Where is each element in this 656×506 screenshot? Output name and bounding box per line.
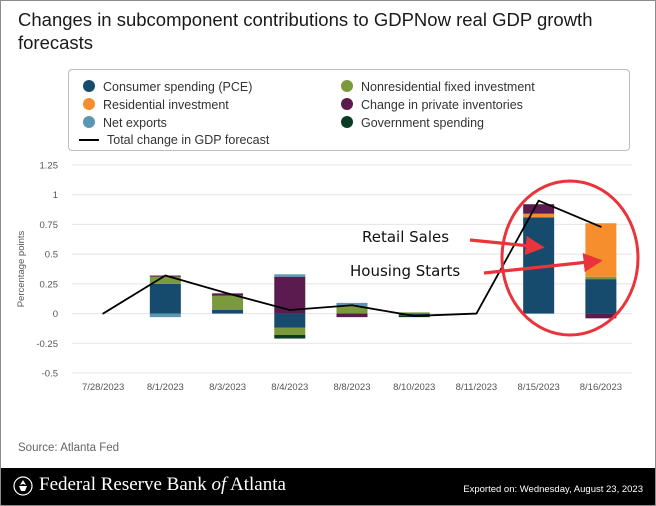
y-tick-label: 1.25 bbox=[40, 161, 59, 172]
legend-label: Net exports bbox=[103, 116, 167, 130]
x-tick-label: 8/4/2023 bbox=[271, 382, 308, 393]
brand-text-atlanta: Atlanta bbox=[226, 474, 286, 495]
legend-total-line-icon bbox=[79, 139, 99, 141]
bar-segment bbox=[523, 204, 555, 214]
x-tick-label: 8/10/2023 bbox=[393, 382, 435, 393]
line-point bbox=[226, 292, 229, 295]
chart-plot: -0.5 -0.25 0 0.25 0.5 0.75 1 1.25 Percentage poi… bbox=[16, 161, 640, 393]
bar-segment bbox=[585, 276, 617, 280]
x-tick-label: 8/8/2023 bbox=[334, 382, 371, 393]
annotation-retail-sales: Retail Sales bbox=[362, 228, 450, 246]
y-tick-label: -0.25 bbox=[36, 339, 58, 350]
source-note: Source: Atlanta Fed bbox=[18, 442, 120, 454]
chart-title: Changes in subcomponent contributions to… bbox=[18, 9, 593, 53]
x-tick-label: 8/15/2023 bbox=[518, 382, 560, 393]
highlight-circle bbox=[500, 179, 640, 337]
y-tick-label: -0.5 bbox=[42, 369, 58, 380]
legend-pce-icon bbox=[83, 80, 95, 92]
bar-segment bbox=[274, 327, 306, 335]
bar-segment bbox=[274, 313, 306, 328]
export-date: Exported on: Wednesday, August 23, 2023 bbox=[463, 484, 643, 495]
housing-starts-arrow bbox=[483, 252, 603, 275]
legend-nonresidential-icon bbox=[341, 80, 353, 92]
line-point bbox=[164, 274, 167, 277]
footer-brand: Federal Reserve Bank of Atlanta bbox=[39, 474, 286, 496]
legend-label: Residential investment bbox=[103, 98, 229, 112]
bar-segment bbox=[398, 312, 430, 314]
brand-text: Federal Reserve Bank bbox=[39, 474, 212, 495]
line-point bbox=[475, 312, 478, 315]
legend-label: Total change in GDP forecast bbox=[107, 133, 270, 147]
bar-segment bbox=[585, 223, 617, 277]
y-tick-label: 1 bbox=[53, 190, 58, 201]
line-point bbox=[537, 199, 540, 202]
y-tick-label: 0.5 bbox=[45, 250, 58, 261]
legend-label: Nonresidential fixed investment bbox=[361, 80, 535, 94]
line-point bbox=[351, 304, 353, 307]
retail-sales-arrow bbox=[469, 236, 545, 256]
line-point bbox=[600, 226, 602, 228]
bar-segment bbox=[274, 274, 306, 277]
y-tick-label: 0.25 bbox=[40, 279, 59, 290]
legend-label: Government spending bbox=[361, 116, 484, 130]
line-point bbox=[288, 309, 291, 311]
legend-label: Consumer spending (PCE) bbox=[103, 80, 253, 94]
legend-net-exports-icon bbox=[83, 116, 95, 128]
bar-segment bbox=[212, 310, 244, 314]
x-tick-label: 8/16/2023 bbox=[580, 382, 622, 393]
x-tick-label: 7/28/2023 bbox=[82, 382, 124, 393]
bar-segment bbox=[212, 295, 244, 311]
bar-segment bbox=[398, 313, 430, 316]
bar-segment bbox=[523, 213, 555, 218]
footer-bar: Federal Reserve Bank of Atlanta Exported… bbox=[1, 468, 655, 505]
bar-segment bbox=[585, 279, 617, 314]
bar-segment bbox=[212, 293, 244, 296]
line-point bbox=[102, 312, 104, 315]
annotation-housing-starts: Housing Starts bbox=[350, 262, 461, 280]
y-axis-title: Percentage points bbox=[16, 230, 27, 307]
bar-segment bbox=[274, 334, 306, 339]
y-tick-label: 0 bbox=[53, 309, 58, 320]
bar-segment bbox=[336, 306, 368, 314]
x-tick-label: 8/1/2023 bbox=[147, 382, 184, 393]
bar-segment bbox=[149, 313, 181, 318]
legend: Consumer spending (PCE) Nonresidential f… bbox=[68, 69, 630, 151]
x-tick-label: 8/3/2023 bbox=[209, 382, 246, 393]
bar-segment bbox=[149, 276, 181, 284]
brand-text-of: of bbox=[211, 474, 227, 495]
x-tick-label: 8/11/2023 bbox=[456, 382, 498, 393]
legend-label: Change in private inventories bbox=[361, 98, 523, 112]
eagle-seal-icon bbox=[13, 476, 33, 496]
bar-segment bbox=[336, 313, 368, 318]
legend-residential-icon bbox=[83, 98, 95, 110]
bar-segment bbox=[149, 283, 181, 314]
legend-government-icon bbox=[341, 116, 353, 128]
y-tick-label: 0.75 bbox=[40, 220, 59, 231]
line-point bbox=[413, 315, 416, 317]
bar-segment bbox=[585, 313, 617, 319]
bar-segment bbox=[274, 276, 306, 314]
legend-inventories-icon bbox=[341, 98, 353, 110]
